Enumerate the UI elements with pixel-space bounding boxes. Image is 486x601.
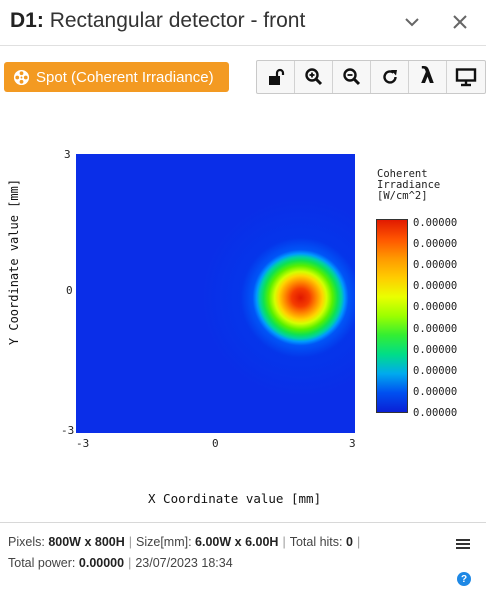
separator: | [128, 556, 132, 570]
hamburger-icon-bar [456, 543, 470, 545]
pixels-value: 800W x 800H [48, 535, 125, 549]
detector-name: Rectangular detector - front [49, 9, 306, 32]
power-value: 0.00000 [78, 556, 125, 570]
separator: | [128, 535, 132, 549]
chevron-down-icon [405, 18, 419, 27]
close-button[interactable] [446, 8, 474, 36]
zoom-in-button[interactable] [295, 61, 333, 93]
lambda-icon: λ [420, 64, 435, 89]
status-line-2: Total power: 0.00000 | 23/07/2023 18:34 [8, 556, 233, 570]
zoom-in-icon [304, 68, 322, 86]
status-line-1: Pixels: 800W x 800H | Size[mm]: 6.00W x 6.… [8, 535, 364, 549]
colorbar [376, 219, 408, 413]
zoom-out-button[interactable] [333, 61, 371, 93]
help-button[interactable]: ? [457, 572, 471, 586]
detector-id: D1: [10, 9, 44, 32]
colorbar-tick: 0.00000 [413, 386, 458, 398]
separator: | [356, 535, 361, 549]
y-tick-bottom: -3 [61, 424, 75, 437]
window-title: D1: Rectangular detector - front [10, 9, 305, 33]
x-axis-label: X Coordinate value [mm] [148, 491, 322, 506]
hamburger-icon-bar [456, 547, 470, 549]
close-icon [453, 15, 467, 29]
help-icon: ? [460, 573, 468, 585]
toolbar: Spot (Coherent Irradiance) [0, 60, 486, 94]
colorbar-tick: 0.00000 [413, 238, 458, 250]
colorbar-tick: 0.00000 [413, 259, 458, 271]
colorbar-tick: 0.00000 [413, 301, 458, 313]
spot-mode-label: Spot (Coherent Irradiance) [36, 68, 214, 86]
y-axis-label: Y Coordinate value [mm] [7, 178, 21, 346]
irradiance-heatmap[interactable] [76, 154, 355, 433]
refresh-button[interactable] [371, 61, 409, 93]
spot-mode-button[interactable]: Spot (Coherent Irradiance) [4, 62, 229, 92]
separator: | [282, 535, 286, 549]
x-tick-mid: 0 [212, 437, 219, 450]
power-label: Total power: [8, 556, 76, 570]
view-tools: λ [256, 60, 486, 94]
status-bar: Pixels: 800W x 800H | Size[mm]: 6.00W x 6.… [0, 522, 486, 601]
colorbar-tick: 0.00000 [413, 344, 458, 356]
refresh-icon [382, 70, 397, 84]
pixels-label: Pixels: [8, 535, 45, 549]
colorbar-tick: 0.00000 [413, 323, 458, 335]
menu-button[interactable] [456, 539, 470, 551]
y-tick-mid: 0 [66, 284, 73, 297]
unlock-icon [268, 68, 284, 85]
wavelength-button[interactable]: λ [409, 61, 447, 93]
x-tick-right: 3 [349, 437, 356, 450]
hamburger-icon [456, 539, 470, 541]
title-bar: D1: Rectangular detector - front [0, 0, 486, 46]
size-value: 6.00W x 6.00H [195, 535, 279, 549]
y-tick-top: 3 [64, 148, 71, 161]
colorbar-tick: 0.00000 [413, 365, 458, 377]
hits-label: Total hits: [289, 535, 343, 549]
display-button[interactable] [447, 61, 485, 93]
y-axis-label-wrap: Y Coordinate value [mm] [7, 178, 21, 346]
x-tick-left: -3 [76, 437, 90, 450]
colorbar-tick: 0.00000 [413, 217, 458, 229]
size-label: Size[mm]: [136, 535, 192, 549]
collapse-button[interactable] [398, 8, 426, 36]
hits-value: 0 [345, 535, 353, 549]
unlock-button[interactable] [257, 61, 295, 93]
film-reel-icon [13, 69, 30, 85]
zoom-out-icon [342, 68, 360, 86]
timestamp: 23/07/2023 18:34 [135, 556, 233, 570]
colorbar-tick: 0.00000 [413, 407, 458, 419]
colorbar-title: Coherent Irradiance [W/cm^2] [377, 168, 441, 202]
colorbar-tick: 0.00000 [413, 280, 458, 292]
monitor-icon [455, 68, 477, 87]
